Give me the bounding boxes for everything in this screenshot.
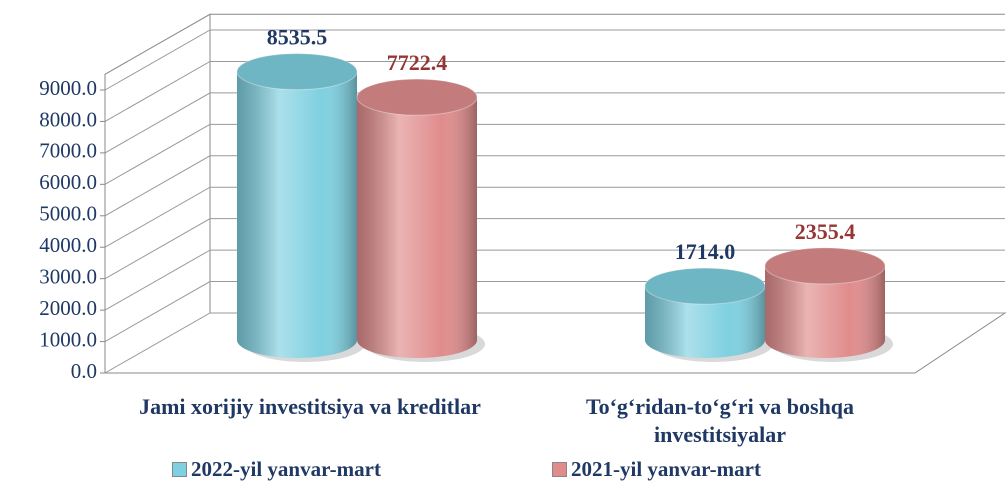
cylinder-top <box>764 247 886 285</box>
cylinder-shade <box>357 97 477 358</box>
y-tick-label: 3000.0 <box>39 264 97 288</box>
legend-item: 2021-yil yanvar-mart <box>552 457 761 482</box>
cylinder-top-shade <box>765 247 885 284</box>
value-label: 7722.4 <box>387 50 448 75</box>
legend-label: 2022-yil yanvar-mart <box>191 457 381 481</box>
grid-line <box>104 123 1005 185</box>
grid-line <box>104 186 1005 248</box>
grid-line <box>104 155 1005 217</box>
cylinder-top <box>236 53 358 91</box>
cylinder-top-shade <box>237 53 357 90</box>
legend-label: 2021-yil yanvar-mart <box>571 457 761 481</box>
cylinder-top-shade <box>357 79 477 116</box>
legend-swatch <box>172 462 187 477</box>
y-tick-label: 5000.0 <box>39 202 97 226</box>
y-tick-label: 9000.0 <box>39 76 97 100</box>
legend-swatch <box>552 462 567 477</box>
cylinder-shade <box>645 286 765 358</box>
cylinder-shade <box>765 265 885 358</box>
cylinder-top-shade <box>645 268 765 305</box>
legend-item: 2022-yil yanvar-mart <box>172 457 381 482</box>
x-tick-label: Jami xorijiy investitsiya va kreditlar <box>139 394 481 419</box>
grid-line <box>104 29 1005 91</box>
axis-wall <box>104 13 211 373</box>
y-tick-label: 7000.0 <box>39 139 97 163</box>
cylinder-top <box>356 78 478 116</box>
y-tick-label: 0.0 <box>71 359 97 383</box>
cylinder-shade <box>237 71 357 358</box>
x-tick-label: To‘g‘ridan-to‘g‘ri va boshqa investitsiy… <box>585 394 855 447</box>
y-tick-label: 6000.0 <box>39 170 97 194</box>
value-label: 1714.0 <box>675 239 736 264</box>
value-label: 2355.4 <box>795 219 856 244</box>
y-tick-label: 1000.0 <box>39 327 97 351</box>
grid-line <box>104 249 1005 311</box>
value-label: 8535.5 <box>267 25 328 50</box>
grid-line <box>104 60 1005 122</box>
y-tick-label: 4000.0 <box>39 233 97 257</box>
grid-line <box>104 218 1005 280</box>
y-tick-label: 2000.0 <box>39 296 97 320</box>
y-tick-label: 8000.0 <box>39 107 97 131</box>
grid-line <box>104 92 1005 154</box>
